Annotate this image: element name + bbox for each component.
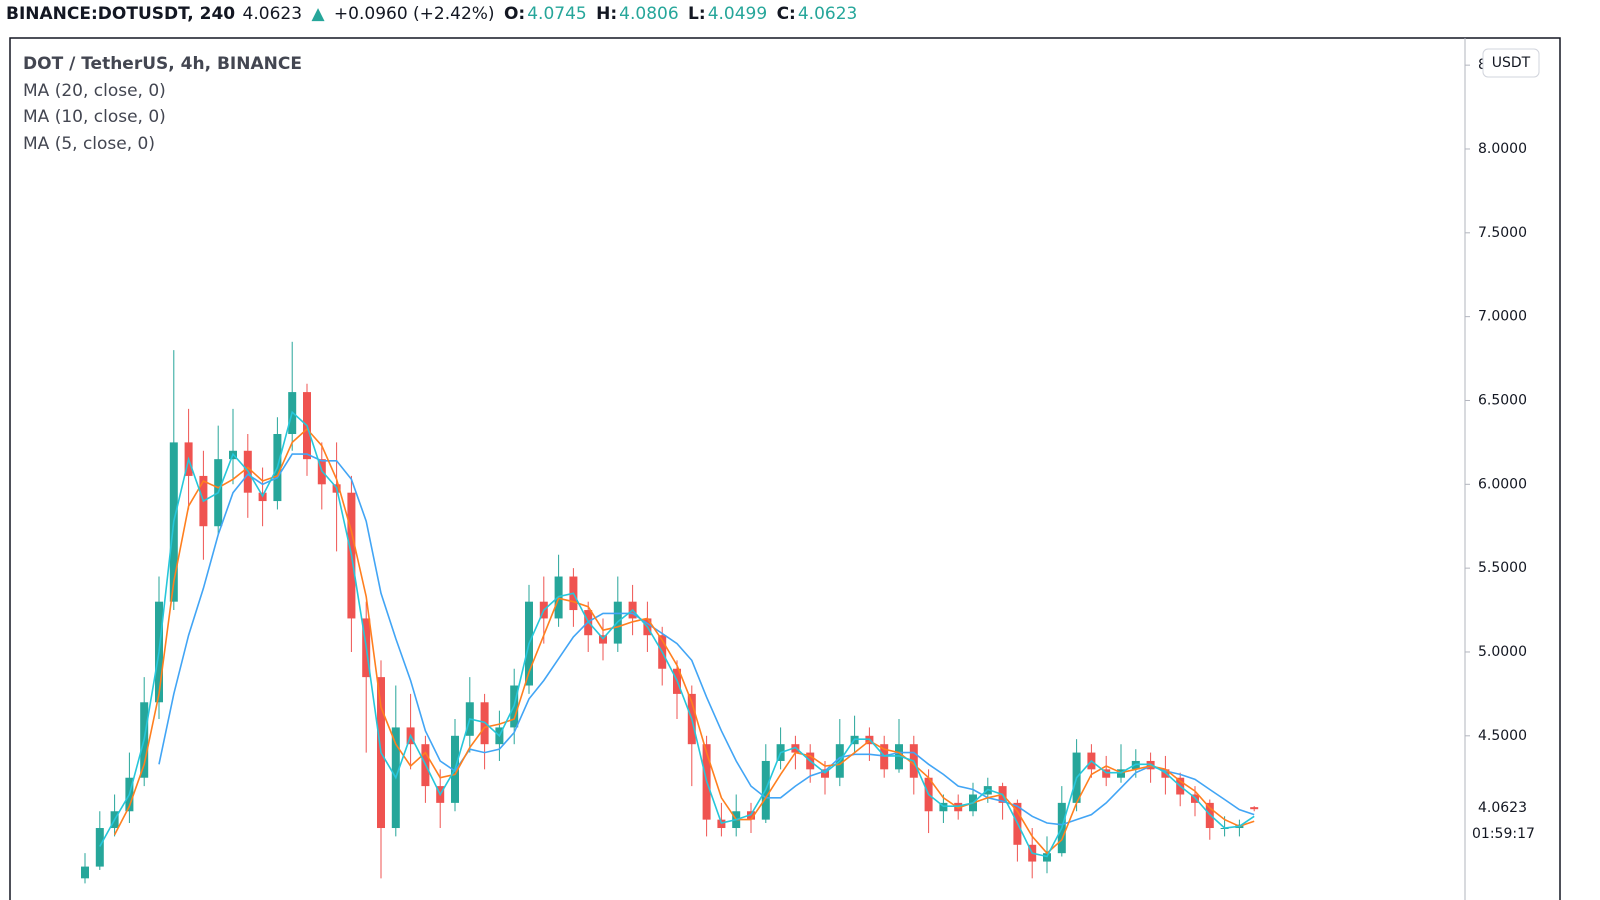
low-label: L:	[688, 4, 706, 24]
y-tick-label: 8.0000	[1478, 141, 1527, 157]
countdown: 01:59:17	[1472, 826, 1535, 842]
chart-frame	[9, 37, 1561, 900]
candle-body	[1250, 807, 1259, 810]
ma-line	[158, 453, 1255, 826]
legend-entry: MA (10, close, 0)	[23, 107, 166, 127]
candle-body	[1043, 853, 1051, 862]
high-label: H:	[596, 4, 618, 24]
y-tick-label: 6.5000	[1478, 392, 1527, 408]
y-tick-label: 6.0000	[1478, 476, 1527, 492]
chart-title: DOT / TetherUS, 4h, BINANCE	[23, 54, 302, 74]
change-arrow: ▲	[311, 4, 325, 24]
open: 4.0745	[527, 4, 587, 24]
ma-line	[113, 427, 1255, 855]
unit-button[interactable]	[1482, 48, 1540, 78]
last-price: 4.0623	[242, 4, 303, 24]
legend-entry: MA (5, close, 0)	[23, 134, 155, 154]
candle-body	[1102, 769, 1111, 778]
open-label: O:	[503, 4, 526, 24]
close: 4.0623	[797, 4, 858, 24]
y-tick-label: 5.0000	[1478, 644, 1527, 660]
legend-entry: MA (20, close, 0)	[23, 81, 166, 101]
ma-line	[99, 410, 1255, 858]
last-price-box	[1467, 797, 1539, 819]
change: +0.0960 (+2.42%)	[333, 4, 495, 24]
last-price-label: 4.0623	[1478, 800, 1527, 816]
y-tick-label: 5.5000	[1478, 560, 1527, 576]
y-tick-label: 7.5000	[1478, 225, 1527, 241]
unit-label: USDT	[1492, 55, 1531, 71]
candle-body	[880, 744, 889, 770]
plot-area	[81, 341, 1259, 884]
candle-body	[895, 744, 903, 770]
candle-body	[717, 819, 726, 829]
symbol-header: BINANCE:DOTUSDT, 240 4.0623 ▲ +0.0960 (+…	[6, 4, 861, 28]
close-label: C:	[776, 4, 796, 24]
high: 4.0806	[619, 4, 679, 24]
y-tick-label: 4.5000	[1478, 728, 1527, 744]
candle-body	[81, 866, 89, 879]
symbol: BINANCE:DOTUSDT, 240	[6, 4, 236, 24]
y-tick-label: 7.0000	[1478, 309, 1527, 325]
candle-body	[747, 811, 755, 820]
price-axis: 4.5000 5.0000 5.5000 6.0000 6.5000 7.0000 7.50…	[1465, 57, 1527, 744]
low: 4.0499	[707, 4, 768, 24]
candle-body	[939, 802, 948, 812]
candle-body	[95, 828, 104, 867]
candle-body	[1117, 769, 1125, 778]
